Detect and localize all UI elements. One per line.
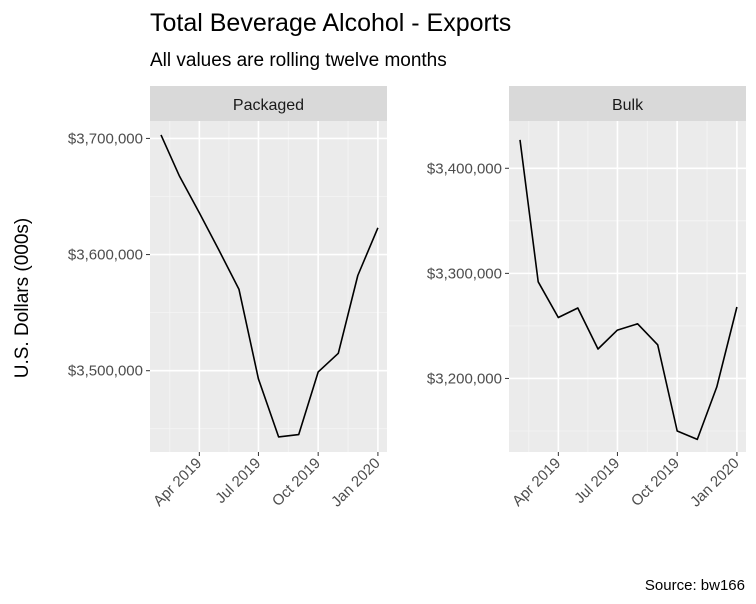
chart-subtitle: All values are rolling twelve months (150, 50, 447, 71)
chart-caption: Source: bw166 (645, 577, 745, 594)
data-point (197, 211, 201, 215)
x-tick-label: Oct 2019 (628, 455, 683, 510)
facet-panel-bulk: Bulk $3,200,000 $3,300,000 $3,400,000 Apr 20… (427, 86, 746, 510)
facet-strip (509, 86, 746, 121)
y-tick-label: $3,700,000 (68, 130, 143, 147)
series-line-packaged (160, 134, 379, 438)
data-point (177, 174, 181, 178)
plot-panel-background (509, 121, 746, 452)
y-tick-label: $3,600,000 (68, 247, 143, 264)
data-point (356, 273, 360, 277)
y-tick-label: $3,300,000 (427, 265, 502, 282)
x-tick-label: Oct 2019 (269, 455, 324, 510)
data-point (636, 322, 640, 326)
y-tick-label: $3,200,000 (427, 370, 502, 387)
data-point (376, 226, 380, 230)
y-tick-label: $3,400,000 (427, 160, 502, 177)
facet-strip (150, 86, 387, 121)
data-point (656, 343, 660, 347)
x-tick-label: Jul 2019 (212, 455, 264, 507)
data-point (715, 385, 719, 389)
data-point (735, 305, 739, 309)
data-point (675, 429, 679, 433)
x-tick-label: Jul 2019 (571, 455, 623, 507)
data-point (217, 248, 221, 252)
x-tick-label: Apr 2019 (150, 455, 205, 510)
data-point (576, 306, 580, 310)
data-point (316, 370, 320, 374)
data-point (256, 377, 260, 381)
facet-panels: Packaged $3,500,000 $3,600,000 $3,700,000 Ap… (68, 86, 746, 510)
facet-panel-packaged: Packaged $3,500,000 $3,600,000 $3,700,000 Ap… (68, 86, 387, 510)
data-point (159, 133, 163, 137)
data-point (237, 287, 241, 291)
data-point (336, 351, 340, 355)
chart-title: Total Beverage Alcohol - Exports (150, 9, 511, 37)
y-tick-label: $3,500,000 (68, 363, 143, 380)
data-point (297, 433, 301, 437)
data-point (615, 328, 619, 332)
x-tick-label: Jan 2020 (328, 455, 384, 511)
data-point (695, 437, 699, 441)
plot-panel-background (150, 121, 387, 452)
x-tick-label: Apr 2019 (509, 455, 564, 510)
facet-strip-label: Packaged (233, 97, 304, 114)
data-point (277, 435, 281, 439)
series-line-bulk (519, 139, 738, 441)
y-axis-title: U.S. Dollars (000s) (12, 218, 33, 379)
data-point (596, 347, 600, 351)
data-point (518, 138, 522, 142)
x-tick-label: Jan 2020 (687, 455, 743, 511)
facet-strip-label: Bulk (612, 97, 644, 114)
data-point (556, 315, 560, 319)
data-point (536, 280, 540, 284)
